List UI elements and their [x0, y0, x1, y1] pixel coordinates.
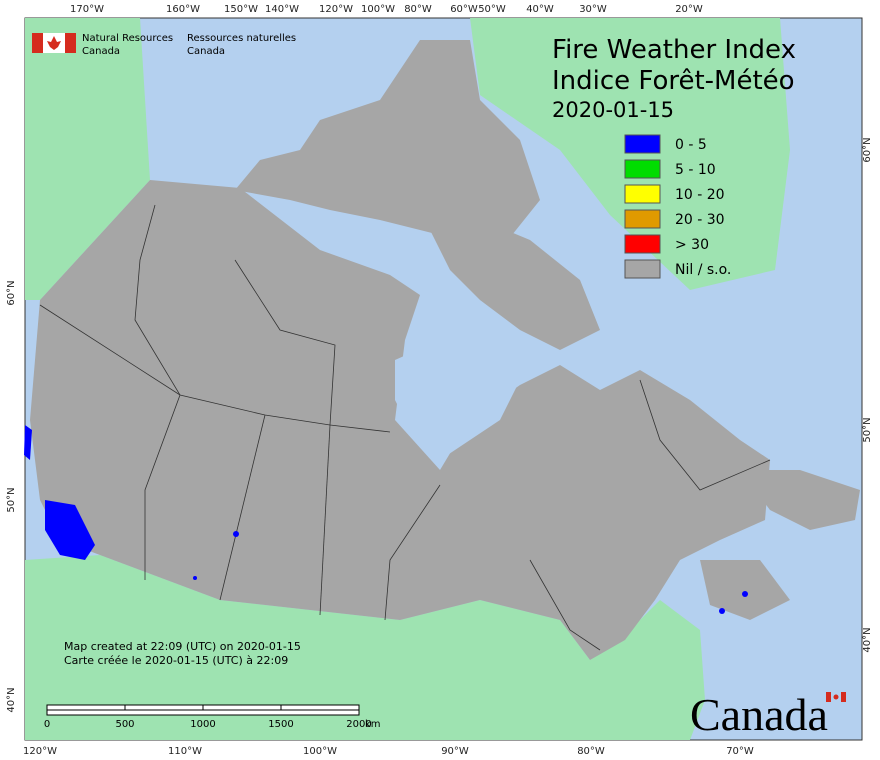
maple-leaf	[833, 694, 839, 700]
scale-label: 500	[115, 719, 134, 730]
top-tick-label: 40°W	[526, 4, 554, 15]
mb-on-border	[384, 484, 441, 621]
top-tick-label: 50°W	[478, 4, 506, 15]
fwi-patch	[45, 500, 95, 560]
legend-swatch	[624, 134, 661, 154]
legend-swatch	[624, 234, 661, 254]
top-tick-label: 140°W	[265, 4, 299, 15]
nrcan-flag	[32, 33, 76, 53]
top-tick-label: 170°W	[70, 4, 104, 15]
bottom-tick-label: 80°W	[577, 746, 605, 757]
ab-sk-border	[219, 414, 266, 601]
fwi-patch	[193, 576, 197, 580]
legend-label: 20 - 30	[675, 212, 725, 228]
footer: Map created at 22:09 (UTC) on 2020-01-15	[64, 640, 301, 653]
fwi-patches	[24, 425, 748, 614]
bottom-tick-label: 110°W	[168, 746, 202, 757]
newfoundland	[740, 470, 860, 530]
legend-label: 10 - 20	[675, 187, 725, 203]
wordmark: Canada	[690, 689, 828, 740]
top-tick-label: 80°W	[404, 4, 432, 15]
bottom-tick-label: 100°W	[303, 746, 337, 757]
bottom-tick-label: 70°W	[726, 746, 754, 757]
top-tick-label: 160°W	[166, 4, 200, 15]
flag-bar	[826, 692, 831, 702]
scale-unit: km	[365, 719, 381, 730]
title: Indice Forêt-Météo	[552, 66, 795, 96]
greenland	[470, 18, 790, 290]
bottom-tick-label: 120°W	[23, 746, 57, 757]
scale-seg	[202, 704, 282, 711]
fwi-patch	[742, 591, 748, 597]
top-tick-label: 60°W	[450, 4, 478, 15]
legend-label: 0 - 5	[675, 137, 707, 153]
scale-label: 0	[44, 719, 50, 730]
nwt-border	[234, 259, 336, 426]
flag-bar	[841, 692, 846, 702]
left-tick-label: 60°N	[6, 280, 17, 305]
scale-seg	[46, 704, 126, 711]
hudson-bay	[395, 340, 520, 460]
left-tick-label: 40°N	[6, 687, 17, 712]
sk-mb-border	[319, 424, 331, 616]
scale-bar	[46, 704, 360, 716]
legend-swatch	[624, 259, 661, 279]
right-tick-label: 50°N	[862, 417, 873, 442]
agency-fr: Canada	[187, 46, 225, 57]
title: Fire Weather Index	[552, 35, 796, 65]
usa	[25, 555, 705, 740]
legend-label: Nil / s.o.	[675, 262, 731, 278]
fwi-patch	[24, 425, 32, 460]
fwi-patch	[233, 531, 239, 537]
maple-leaf	[47, 36, 61, 50]
left-tick-label: 50°N	[6, 487, 17, 512]
agency-en: Natural Resources	[82, 33, 173, 44]
flag-bar	[65, 33, 76, 53]
scale-label: 2000	[346, 719, 371, 730]
scale-label: 1500	[268, 719, 293, 730]
legend-label: 5 - 10	[675, 162, 716, 178]
top-tick-label: 150°W	[224, 4, 258, 15]
footer: Carte créée le 2020-01-15 (UTC) à 22:09	[64, 654, 288, 667]
canada-mainland	[30, 180, 770, 660]
baffin-island	[430, 215, 600, 350]
legend-swatch	[624, 184, 661, 204]
bottom-tick-label: 90°W	[441, 746, 469, 757]
flag-bar	[32, 33, 43, 53]
scale-label: 1000	[190, 719, 215, 730]
arctic-islands	[235, 40, 540, 250]
on-qc-border	[529, 559, 601, 651]
right-tick-label: 60°N	[862, 137, 873, 162]
right-tick-label: 40°N	[862, 627, 873, 652]
top-tick-label: 20°W	[675, 4, 703, 15]
top-tick-label: 30°W	[579, 4, 607, 15]
legend-swatch	[624, 209, 661, 229]
agency-fr: Ressources naturelles	[187, 33, 296, 44]
borders	[39, 204, 771, 651]
wordmark-flag	[826, 692, 846, 702]
legend-label: > 30	[675, 237, 709, 253]
fwi-patch	[719, 608, 725, 614]
maritimes	[700, 560, 790, 620]
legend-swatch	[624, 159, 661, 179]
bc-yukon-border	[134, 204, 181, 580]
alaska	[25, 18, 150, 300]
top-tick-label: 120°W	[319, 4, 353, 15]
qc-nl-border	[639, 379, 771, 491]
agency-en: Canada	[82, 46, 120, 57]
top-tick-label: 100°W	[361, 4, 395, 15]
date: 2020-01-15	[552, 98, 674, 122]
